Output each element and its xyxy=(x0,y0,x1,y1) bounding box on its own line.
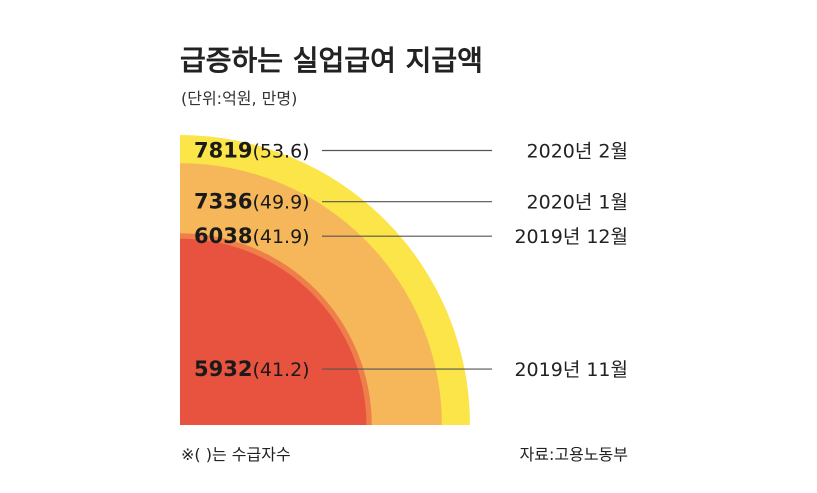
chart-subtitle: (단위:억원, 만명) xyxy=(181,89,297,108)
period-label: 2020년 2월 xyxy=(527,140,628,162)
amount-label: 6038 xyxy=(194,224,252,248)
chart-title: 급증하는 실업급여 지급액 xyxy=(180,44,483,77)
recipients-label: (41.2) xyxy=(252,359,309,381)
footnote: ※( )는 수급자수 xyxy=(181,445,291,464)
recipients-label: (53.6) xyxy=(252,140,309,162)
value-label-5932: 5932(41.2) xyxy=(194,357,310,381)
period-label: 2019년 12월 xyxy=(514,226,628,248)
value-label-6038: 6038(41.9) xyxy=(194,224,310,248)
value-label-7819: 7819(53.6) xyxy=(194,138,310,162)
period-label: 2019년 11월 xyxy=(514,359,628,381)
value-label-7336: 7336(49.9) xyxy=(194,190,310,214)
amount-label: 5932 xyxy=(194,357,252,381)
amount-label: 7819 xyxy=(194,138,252,162)
source-note: 자료:고용노동부 xyxy=(520,445,628,464)
label-group: 5932(41.2) 2019년 11월 6038(41.9) 2019년 12월 73… xyxy=(194,138,628,381)
period-label: 2020년 1월 xyxy=(527,192,628,214)
recipients-label: (41.9) xyxy=(252,226,309,248)
arc-group xyxy=(180,135,470,426)
area-5932 xyxy=(180,238,367,425)
recipients-label: (49.9) xyxy=(252,192,309,214)
amount-label: 7336 xyxy=(194,190,252,214)
